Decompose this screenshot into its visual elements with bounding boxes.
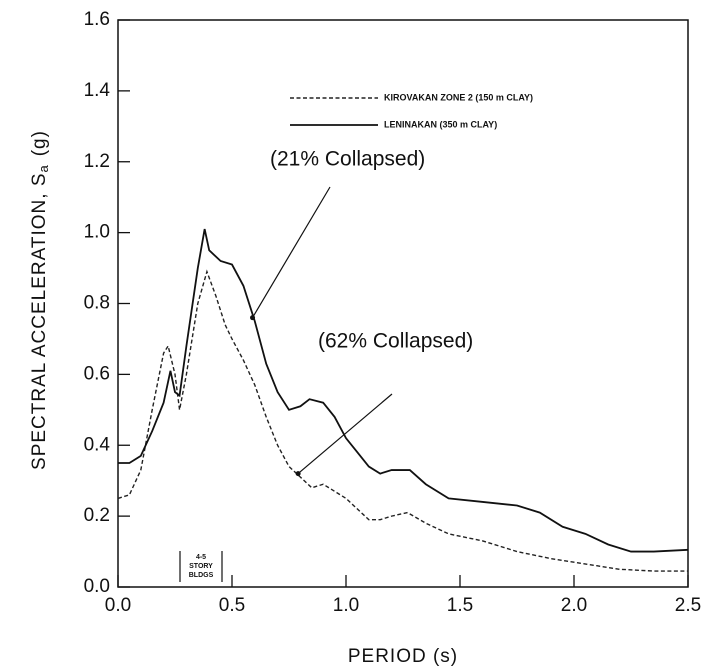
annotation: (62% Collapsed) [318,330,473,353]
y-axis-label: SPECTRAL ACCELERATION, Sa (g) [29,130,51,470]
x-tick-label: 2.5 [675,595,701,616]
y-label-sub: a [36,164,51,172]
legend-label: LENINAKAN (350 m CLAY) [384,119,497,129]
y-tick-label: 0.0 [84,576,110,597]
annotation: (21% Collapsed) [270,148,425,171]
y-tick-label: 1.0 [84,222,110,243]
y-label-unit: (g) [29,130,50,156]
y-tick-label: 1.4 [84,80,111,101]
y-tick-label: 1.6 [84,9,110,30]
annotation-point [295,471,301,477]
y-tick-label: 1.2 [84,151,110,172]
annotation-point [250,315,256,321]
series-line [118,228,689,553]
legend-label: KIROVAKAN ZONE 2 (150 m CLAY) [384,92,533,102]
y-label-main: SPECTRAL ACCELERATION, S [29,173,50,470]
bracket-text: STORY [189,563,213,570]
bracket-text: 4-5 [196,554,206,561]
annotation-arrow [297,393,393,475]
y-tick-label: 0.4 [84,434,111,455]
x-axis-label: PERIOD (s) [348,646,458,667]
x-tick-label: 2.0 [561,595,587,616]
y-tick-label: 0.8 [84,293,110,314]
bracket-text: BLDGS [189,572,214,579]
x-tick-label: 0.5 [219,595,245,616]
series-line [117,269,688,572]
x-tick-label: 0.0 [105,595,131,616]
annotation-arrow [252,186,331,318]
x-tick-label: 1.5 [447,595,473,616]
y-tick-label: 0.6 [84,363,110,384]
x-tick-label: 1.0 [333,595,359,616]
y-tick-label: 0.2 [84,505,110,526]
plot-frame [117,19,689,588]
